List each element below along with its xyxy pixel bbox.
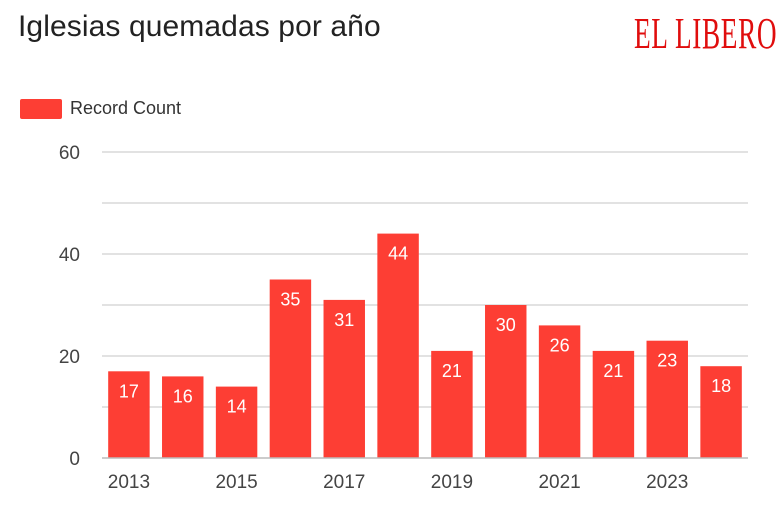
bar-2013: [108, 371, 150, 458]
bar-value-label: 44: [388, 244, 408, 264]
bar-value-label: 21: [603, 361, 623, 381]
y-tick-label: 20: [59, 347, 80, 368]
bar-2024: [700, 366, 742, 458]
legend-label: Record Count: [70, 98, 182, 118]
x-axis-ticks: 2013 2015 2017 2019 2021 2023: [108, 472, 689, 493]
bar-2022: [592, 350, 635, 458]
bar-value-label: 18: [711, 376, 731, 396]
bar-2018: [377, 233, 419, 458]
bar-value-label: 14: [227, 397, 247, 417]
bar-2021: [538, 325, 581, 458]
bar-value-label: 31: [334, 310, 354, 330]
bar-value-label: 26: [550, 335, 570, 355]
x-tick-label: 2019: [431, 472, 473, 493]
brand-logo: EL LIBERO: [634, 9, 778, 58]
bar-2016: [269, 279, 312, 458]
chart-title: Iglesias quemadas por año: [18, 10, 381, 43]
x-tick-label: 2021: [538, 472, 580, 493]
bar-2023: [646, 340, 688, 458]
x-tick-label: 2017: [323, 472, 365, 493]
bar-2017: [323, 299, 365, 458]
bar-value-label: 17: [119, 381, 139, 401]
y-tick-label: 40: [59, 245, 80, 266]
bar-2020: [485, 305, 527, 458]
y-tick-label: 60: [59, 143, 80, 164]
x-tick-label: 2013: [108, 472, 150, 493]
bar-2014: [162, 376, 204, 458]
y-axis-ticks: 0 20 40 60: [59, 143, 80, 470]
bar-value-label: 16: [173, 386, 193, 406]
legend: Record Count: [20, 98, 181, 119]
bar-2015: [215, 386, 258, 458]
legend-swatch: [20, 98, 62, 119]
bar-value-label: 23: [657, 351, 677, 371]
bar-2019: [431, 350, 473, 458]
gridlines: [102, 151, 748, 408]
y-tick-label: 0: [69, 449, 80, 470]
bar-value-label: 30: [496, 315, 516, 335]
x-tick-label: 2023: [646, 472, 688, 493]
bar-labels: 17 16 14 35 31 44 21 30 26 21 23 18: [119, 244, 731, 417]
bar-value-label: 35: [280, 290, 300, 310]
bar-value-label: 21: [442, 361, 462, 381]
bars: [108, 233, 742, 458]
x-tick-label: 2015: [215, 472, 257, 493]
